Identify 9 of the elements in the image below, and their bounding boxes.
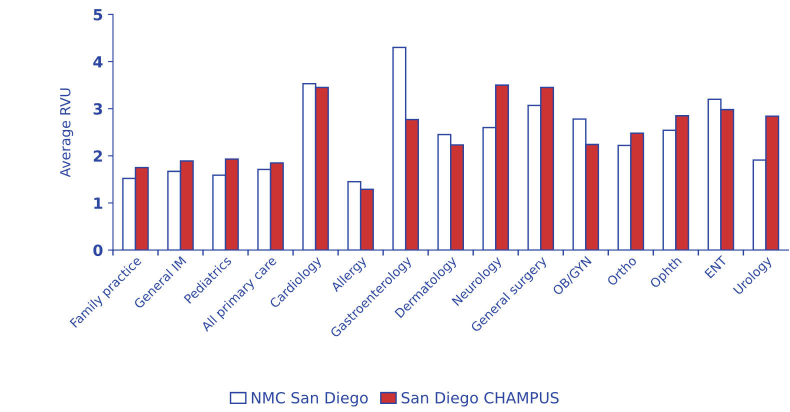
y-tick-label: 2 xyxy=(94,150,102,162)
y-tick-label: 3 xyxy=(94,103,102,115)
y-tick-label: 1 xyxy=(94,198,102,209)
legend-label: NMC San Diego xyxy=(252,392,368,406)
y-tick-label: 5 xyxy=(94,9,102,20)
y-tick-label: 4 xyxy=(93,56,103,68)
y-tick-label: 0 xyxy=(93,244,103,256)
y-axis-title: Average RVU xyxy=(60,88,74,178)
legend-label: San Diego CHAMPUS xyxy=(402,392,559,406)
